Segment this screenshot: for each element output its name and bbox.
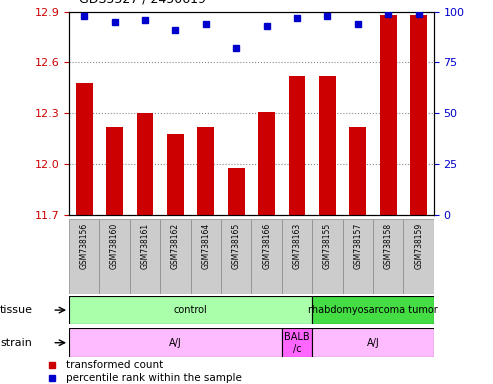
Bar	[100, 219, 130, 294]
Bar	[191, 219, 221, 294]
Text: strain: strain	[0, 338, 32, 348]
Bar	[403, 219, 434, 294]
Text: GSM738163: GSM738163	[292, 223, 302, 269]
Bar	[373, 219, 403, 294]
Text: GSM738165: GSM738165	[232, 223, 241, 269]
Bar	[69, 219, 100, 294]
Text: tissue: tissue	[0, 305, 33, 315]
Bar	[319, 76, 336, 215]
Bar	[137, 113, 153, 215]
Bar	[410, 15, 427, 215]
Bar	[106, 127, 123, 215]
Text: GSM738160: GSM738160	[110, 223, 119, 269]
Text: percentile rank within the sample: percentile rank within the sample	[66, 373, 242, 383]
Bar	[130, 219, 160, 294]
Bar	[343, 219, 373, 294]
Bar	[380, 15, 396, 215]
Text: rhabdomyosarcoma tumor: rhabdomyosarcoma tumor	[308, 305, 438, 315]
Text: control: control	[174, 305, 208, 315]
Text: transformed count: transformed count	[66, 360, 163, 370]
Text: A/J: A/J	[169, 338, 182, 348]
Bar	[167, 134, 184, 215]
Bar	[69, 296, 312, 324]
Text: BALB
/c: BALB /c	[284, 332, 310, 354]
Bar	[76, 83, 93, 215]
Bar	[350, 127, 366, 215]
Bar	[221, 219, 251, 294]
Bar	[258, 112, 275, 215]
Bar	[228, 167, 245, 215]
Text: GSM738162: GSM738162	[171, 223, 180, 269]
Bar	[312, 328, 434, 357]
Bar	[198, 127, 214, 215]
Text: GSM738166: GSM738166	[262, 223, 271, 269]
Bar	[289, 76, 305, 215]
Bar	[160, 219, 191, 294]
Text: GSM738161: GSM738161	[141, 223, 149, 269]
Text: GSM738158: GSM738158	[384, 223, 393, 269]
Bar	[282, 328, 312, 357]
Text: GDS5527 / 2450619: GDS5527 / 2450619	[79, 0, 206, 6]
Text: GSM738159: GSM738159	[414, 223, 423, 269]
Text: GSM738156: GSM738156	[80, 223, 89, 269]
Bar	[312, 296, 434, 324]
Bar	[69, 328, 282, 357]
Bar	[282, 219, 312, 294]
Text: GSM738155: GSM738155	[323, 223, 332, 269]
Bar	[312, 219, 343, 294]
Text: GSM738157: GSM738157	[353, 223, 362, 269]
Text: GSM738164: GSM738164	[201, 223, 211, 269]
Text: A/J: A/J	[367, 338, 380, 348]
Bar	[251, 219, 282, 294]
